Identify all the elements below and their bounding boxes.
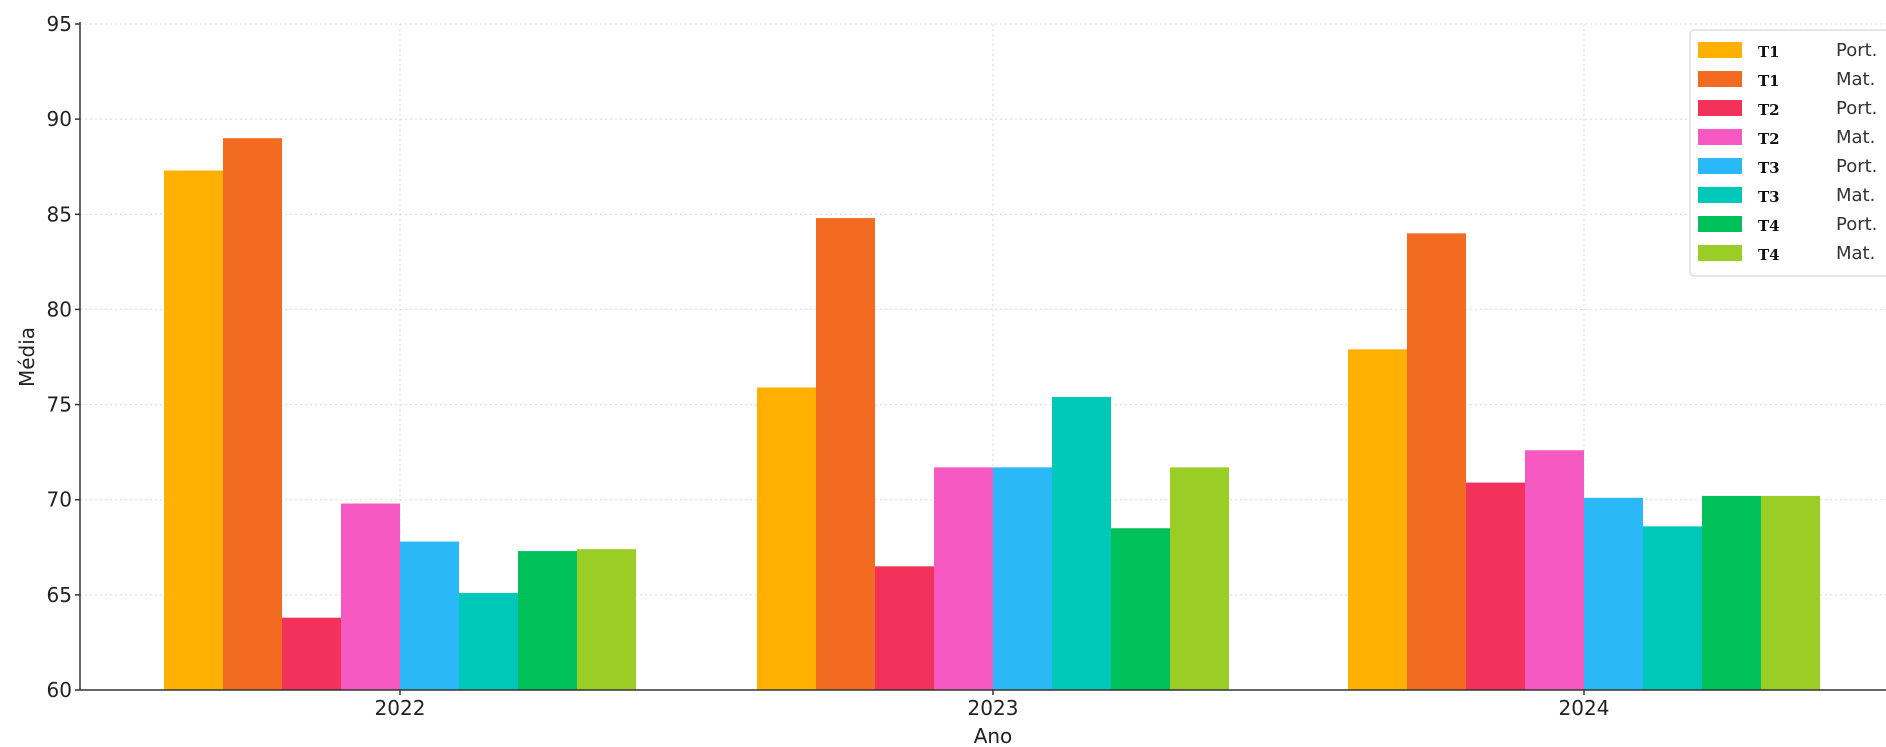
legend-team-label: T1: [1758, 72, 1780, 90]
y-tick-label: 65: [47, 583, 72, 607]
legend-swatch: [1698, 245, 1742, 261]
y-tick-label: 75: [47, 393, 72, 417]
bar-t1-mat-2022: [223, 138, 282, 690]
bar-t1-mat-2023: [816, 218, 875, 690]
bar-t2-port-2022: [282, 617, 341, 690]
bar-t1-mat-2024: [1407, 233, 1466, 691]
bar-t1-port-2024: [1348, 349, 1407, 690]
y-tick-label: 85: [47, 202, 72, 226]
bar-t3-port-2023: [993, 467, 1052, 690]
x-tick-label: 2024: [1559, 696, 1610, 720]
bar-t3-port-2022: [400, 541, 459, 690]
y-tick-label: 70: [47, 488, 72, 512]
legend-box: [1689, 29, 1886, 277]
bar-t4-mat-2024: [1761, 495, 1820, 690]
legend-team-label: T2: [1758, 101, 1780, 119]
bar-t2-mat-2023: [934, 467, 993, 690]
legend-subject-label: Port.: [1836, 98, 1877, 119]
legend-subject-label: Mat.: [1836, 185, 1875, 206]
legend-subject-label: Port.: [1836, 156, 1877, 177]
bar-t2-port-2024: [1466, 482, 1525, 690]
legend-subject-label: Mat.: [1836, 69, 1875, 90]
legend-team-label: T1: [1758, 43, 1780, 61]
y-tick-label: 60: [47, 678, 72, 702]
legend-swatch: [1698, 71, 1742, 87]
legend-subject-label: Mat.: [1836, 243, 1875, 264]
axes: 60 65 70 75 80 85 90 95 2022 2023 2024 Ano Média: [15, 12, 1886, 747]
bar-t3-mat-2022: [459, 592, 518, 690]
legend-swatch: [1698, 42, 1742, 58]
bar-t2-mat-2024: [1525, 450, 1584, 690]
legend-team-label: T3: [1758, 159, 1780, 177]
bar-t4-mat-2022: [577, 549, 636, 690]
bar-t4-mat-2023: [1170, 467, 1229, 690]
legend: T1 Port. T1 Mat. T2 Port. T2 Mat. T3 Port. T3 Mat. T…: [1689, 29, 1886, 277]
y-tick-label: 90: [47, 107, 72, 131]
bar-t4-port-2023: [1111, 528, 1170, 690]
x-axis-title: Ano: [974, 724, 1013, 747]
y-tick-label: 95: [47, 12, 72, 36]
bar-t2-mat-2022: [341, 503, 400, 690]
legend-team-label: T2: [1758, 130, 1780, 148]
x-tick-label: 2022: [375, 696, 426, 720]
bar-t3-mat-2024: [1643, 526, 1702, 690]
legend-subject-label: Mat.: [1836, 127, 1875, 148]
legend-swatch: [1698, 216, 1742, 232]
bar-t2-port-2023: [875, 566, 934, 690]
legend-team-label: T4: [1758, 217, 1780, 235]
legend-team-label: T3: [1758, 188, 1780, 206]
bar-t4-port-2024: [1702, 495, 1761, 690]
bar-t1-port-2023: [757, 387, 816, 690]
bar-t3-mat-2023: [1052, 396, 1111, 690]
x-tick-label: 2023: [968, 696, 1019, 720]
legend-subject-label: Port.: [1836, 214, 1877, 235]
bar-t3-port-2024: [1584, 497, 1643, 690]
legend-subject-label: Port.: [1836, 40, 1877, 61]
legend-swatch: [1698, 158, 1742, 174]
bar-t4-port-2022: [518, 551, 577, 690]
legend-swatch: [1698, 100, 1742, 116]
y-tick-label: 80: [47, 297, 72, 321]
legend-team-label: T4: [1758, 246, 1780, 264]
bars: [164, 138, 1820, 691]
legend-swatch: [1698, 187, 1742, 203]
legend-swatch: [1698, 129, 1742, 145]
bar-t1-port-2022: [164, 170, 223, 690]
y-axis-title: Média: [15, 327, 39, 387]
